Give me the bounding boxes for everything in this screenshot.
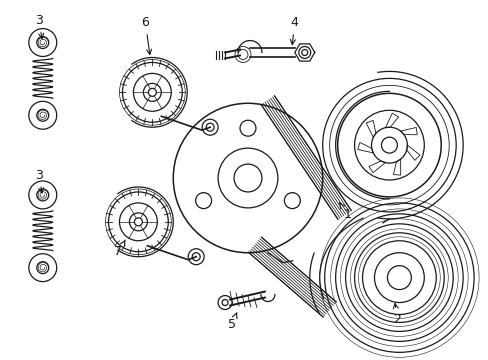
Text: 6: 6 (141, 16, 151, 54)
Text: 7: 7 (114, 240, 125, 258)
Text: 3: 3 (35, 168, 43, 193)
Text: 2: 2 (392, 303, 401, 326)
Text: 5: 5 (227, 312, 237, 331)
Text: 3: 3 (35, 14, 43, 39)
Text: 1: 1 (339, 203, 351, 221)
Text: 4: 4 (290, 16, 298, 45)
